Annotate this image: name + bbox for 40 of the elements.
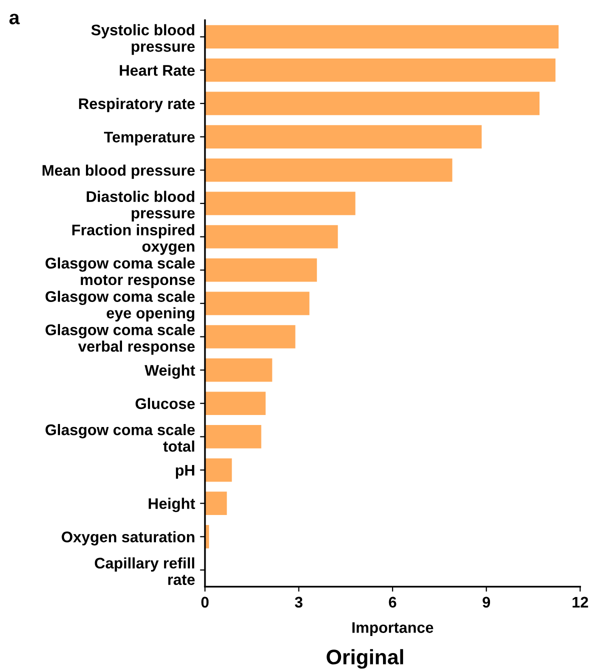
y-tick-label: Glasgow coma scale eye opening bbox=[46, 290, 195, 322]
y-tick-label: Respiratory rate bbox=[79, 98, 195, 112]
bar bbox=[204, 258, 317, 282]
bar bbox=[204, 492, 227, 516]
y-tick-label: pH bbox=[176, 465, 194, 479]
y-tick-label: Fraction inspired oxygen bbox=[72, 224, 194, 255]
y-tick-label: Oxygen saturation bbox=[62, 531, 194, 546]
bar bbox=[204, 292, 310, 316]
bar bbox=[204, 158, 452, 182]
bar bbox=[204, 25, 559, 48]
x-axis-title: Importance bbox=[352, 622, 434, 636]
bar bbox=[204, 225, 338, 248]
text: Original bbox=[326, 649, 404, 669]
bar bbox=[204, 458, 232, 482]
y-tick-label: Glucose bbox=[136, 398, 195, 410]
y-tick-label: Temperature bbox=[104, 132, 195, 146]
y-tick-label: Heart Rate bbox=[120, 65, 195, 76]
y-tick-label: Mean blood pressure bbox=[42, 164, 195, 179]
y-tick-label: Glasgow coma scale total bbox=[46, 424, 195, 452]
bar bbox=[204, 58, 556, 82]
y-tick-label: Height bbox=[148, 498, 196, 512]
y-tick-label: Glasgow coma scale verbal response bbox=[46, 324, 195, 355]
y-tick-label: Diastolic blood pressure bbox=[86, 190, 195, 222]
x-tick-label: 3 bbox=[294, 596, 302, 608]
y-tick-label: Systolic blood pressure bbox=[91, 24, 195, 55]
bar bbox=[204, 325, 296, 348]
x-tick-label: 0 bbox=[201, 596, 209, 608]
bar bbox=[204, 425, 262, 448]
bar bbox=[204, 92, 540, 116]
x-tick-label: 9 bbox=[482, 596, 490, 608]
bar bbox=[204, 192, 356, 216]
bar bbox=[204, 358, 272, 382]
y-tick-label: Capillary refill rate bbox=[94, 557, 195, 586]
y-tick-label: Glasgow coma scale motor response bbox=[46, 257, 195, 288]
text: a bbox=[9, 14, 20, 24]
bar bbox=[204, 125, 482, 148]
x-tick-label: 6 bbox=[388, 596, 396, 608]
x-tick-label: 12 bbox=[572, 596, 588, 608]
bar bbox=[204, 392, 266, 416]
y-tick-label: Weight bbox=[144, 364, 196, 379]
